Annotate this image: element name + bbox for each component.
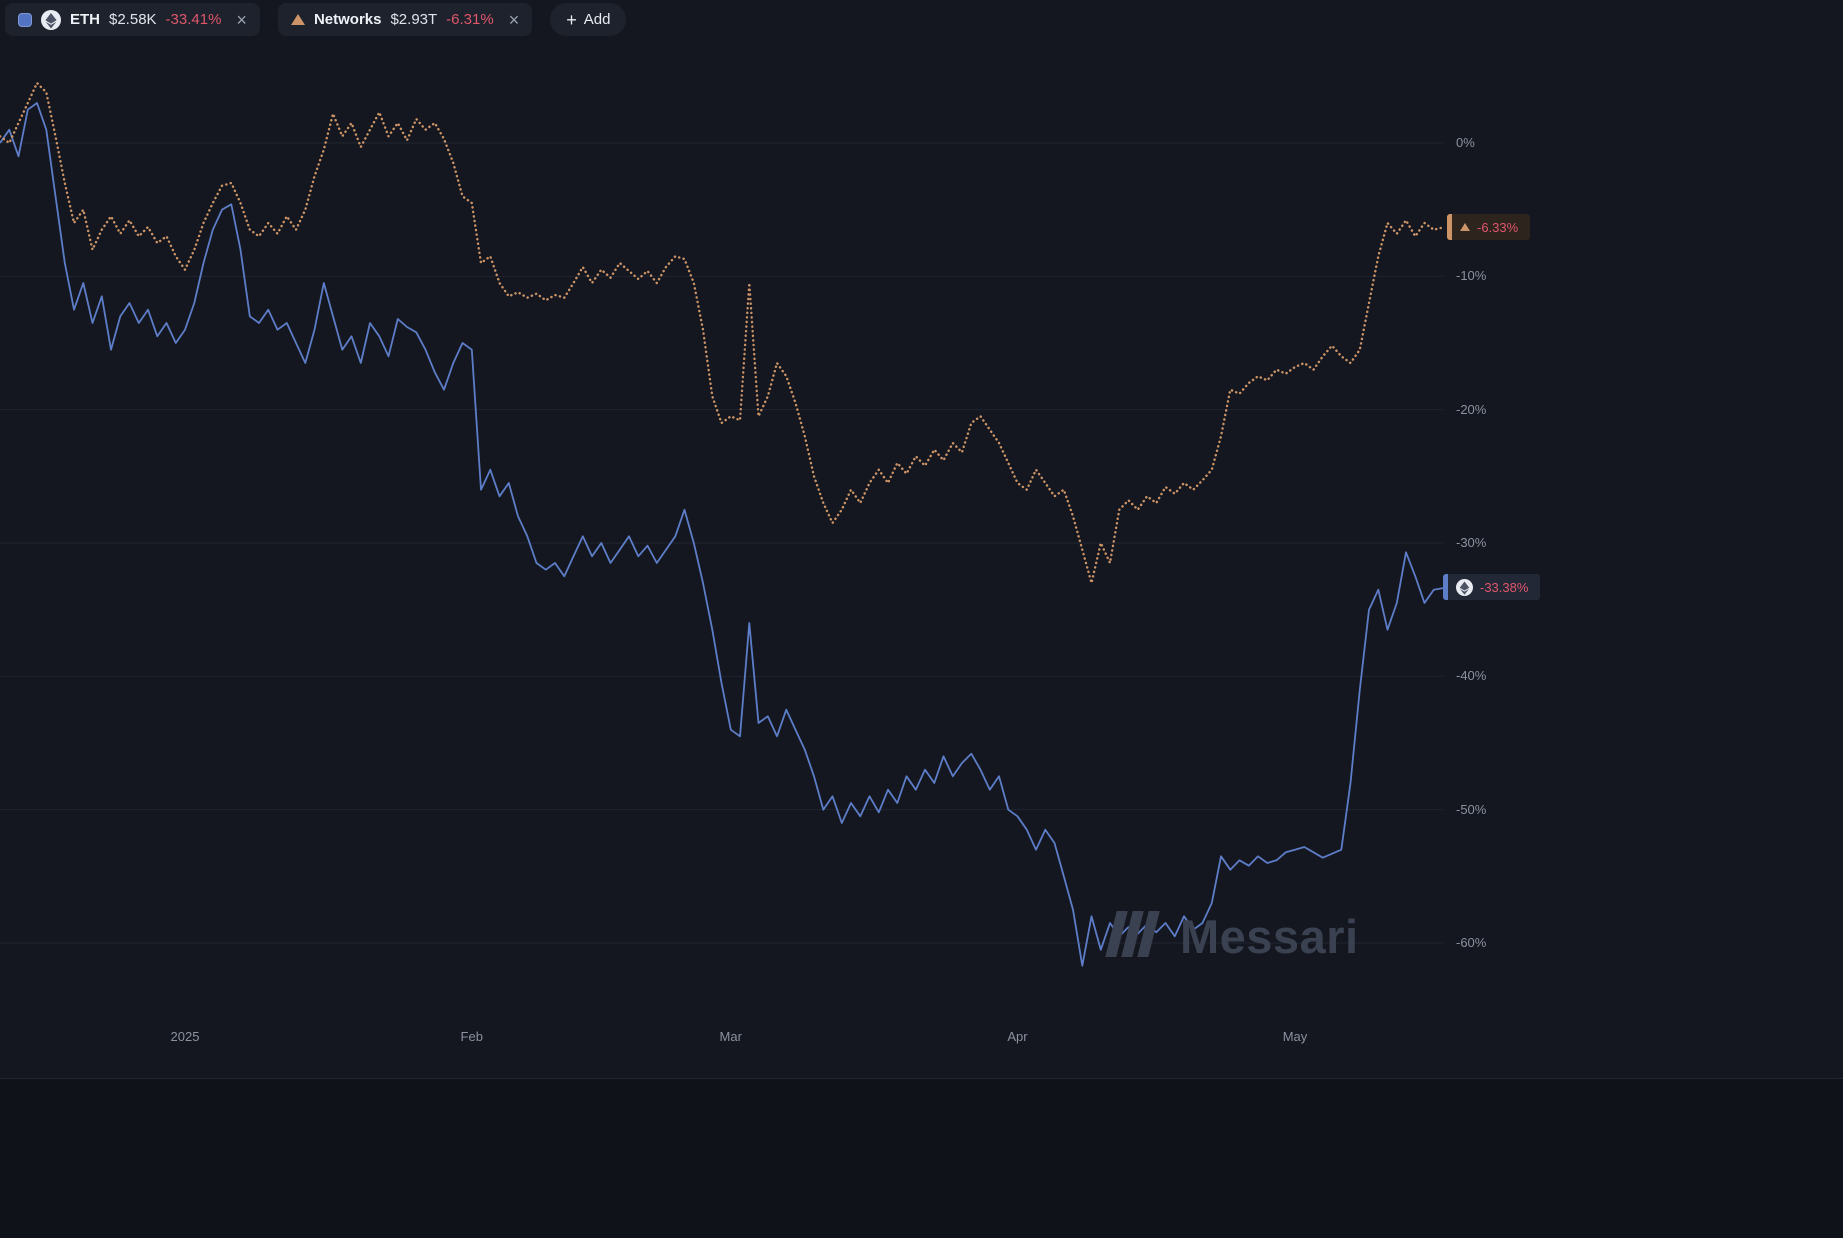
badge-change-label: -33.38% bbox=[1480, 579, 1529, 595]
chip-symbol: ETH bbox=[70, 11, 100, 28]
networks-triangle-icon bbox=[1460, 223, 1470, 231]
price-badge-eth: -33.38% bbox=[1443, 574, 1541, 600]
series-chip-eth[interactable]: ETH $2.58K -33.41% × bbox=[5, 3, 260, 36]
chip-price: $2.93T bbox=[390, 11, 438, 28]
series-chip-row: ETH $2.58K -33.41% × Networks $2.93T -6.… bbox=[5, 3, 627, 36]
badge-change-label: -6.33% bbox=[1477, 219, 1519, 235]
eth-series-color-swatch bbox=[18, 12, 32, 27]
eth-logo-icon bbox=[41, 9, 61, 30]
plus-icon: + bbox=[566, 9, 577, 30]
timeline-strip[interactable] bbox=[0, 1078, 1843, 1238]
series-line-networks bbox=[0, 81, 1445, 585]
networks-triangle-icon bbox=[290, 14, 305, 25]
chip-price: $2.58K bbox=[109, 11, 157, 28]
price-badge-networks: -6.33% bbox=[1447, 214, 1531, 240]
eth-logo-icon bbox=[1456, 578, 1473, 596]
close-icon[interactable]: × bbox=[236, 9, 247, 30]
add-button[interactable]: + Add bbox=[550, 3, 627, 36]
series-chip-networks[interactable]: Networks $2.93T -6.31% × bbox=[277, 3, 533, 36]
add-button-label: Add bbox=[583, 11, 611, 28]
close-icon[interactable]: × bbox=[508, 9, 520, 30]
chip-change: -6.31% bbox=[446, 11, 494, 28]
chip-symbol: Networks bbox=[313, 11, 382, 28]
badge-color-bar bbox=[1447, 214, 1452, 240]
series-line-eth bbox=[0, 102, 1444, 967]
chip-change: -33.41% bbox=[165, 11, 222, 28]
badge-color-bar bbox=[1443, 574, 1448, 600]
